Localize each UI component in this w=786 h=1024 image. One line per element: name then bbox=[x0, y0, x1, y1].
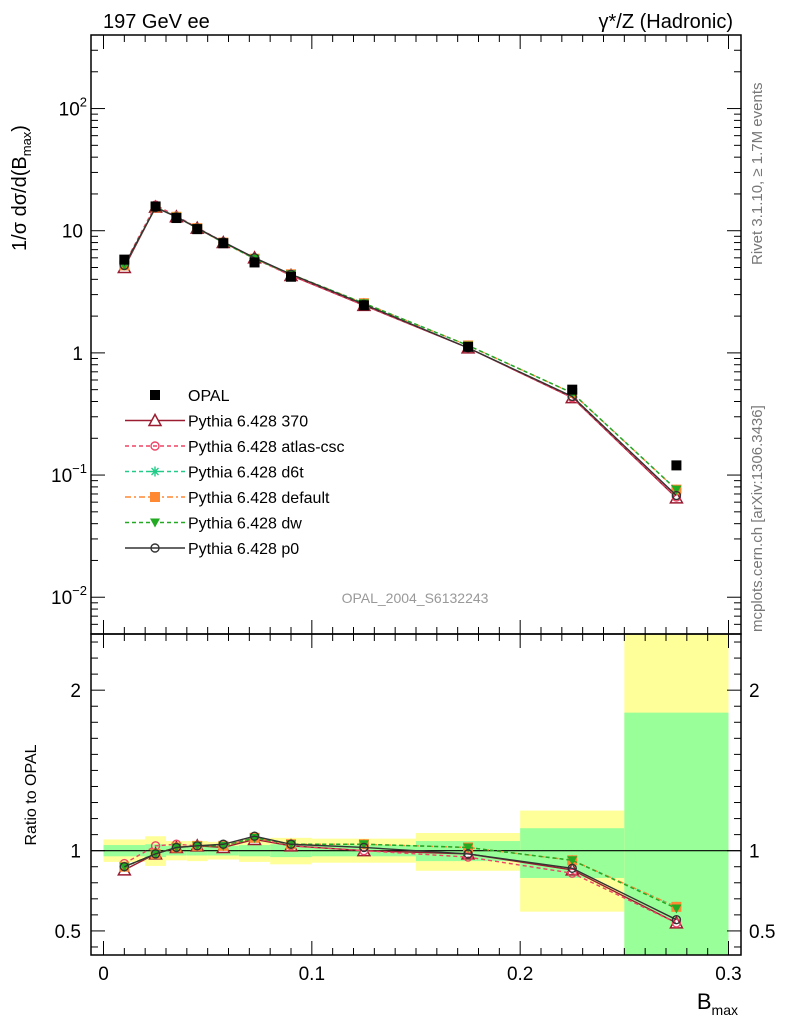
ratio-point bbox=[359, 842, 369, 853]
legend: OPAL Pythia 6.428 370 Pythia 6.428 atlas-c… bbox=[125, 388, 345, 558]
ratio-y-tick-label-right: 1 bbox=[749, 842, 760, 863]
data-point bbox=[218, 238, 229, 249]
ratio-point bbox=[286, 839, 296, 849]
ratio-point bbox=[218, 839, 228, 849]
ratio-point bbox=[192, 841, 202, 851]
ratio-y-tick-label: 0.5 bbox=[55, 922, 81, 943]
ratio-y-tick-label-right: 2 bbox=[749, 681, 760, 702]
legend-entry: Pythia 6.428 atlas-csc bbox=[125, 439, 345, 456]
x-tick-label: 0.3 bbox=[715, 964, 741, 985]
legend-label: Pythia 6.428 370 bbox=[188, 414, 308, 431]
y-tick-label: 102 bbox=[59, 95, 87, 121]
data-point bbox=[171, 213, 182, 224]
main-y-axis-label: 1/σ dσ/d(Bmax) bbox=[9, 125, 34, 251]
series-pythia-6-428-370 bbox=[117, 199, 684, 504]
ratio-y-tick-label: 1 bbox=[70, 842, 81, 863]
ratio-point bbox=[249, 831, 260, 841]
ratio-point bbox=[671, 918, 682, 928]
legend-entry: OPAL bbox=[150, 388, 230, 405]
ratio-content bbox=[91, 831, 741, 929]
ratio-point bbox=[358, 840, 369, 850]
analysis-watermark: OPAL_2004_S6132243 bbox=[342, 590, 489, 606]
ratio-point bbox=[171, 842, 182, 853]
x-tick-label: 0 bbox=[98, 964, 109, 985]
legend-marker bbox=[147, 412, 163, 427]
process-label: γ*/Z (Hadronic) bbox=[599, 11, 733, 33]
legend-entry: Pythia 6.428 d6t bbox=[125, 465, 304, 482]
data-point bbox=[567, 384, 578, 395]
legend-entry: Pythia 6.428 default bbox=[125, 490, 330, 507]
axes: 10−2 10−1 1 10 102 0 0.1 0.2 0.3 0.5 0.5 1 1 2 2 bbox=[51, 34, 775, 985]
y-tick-label: 10−1 bbox=[51, 461, 87, 487]
x-tick-label: 0.2 bbox=[507, 964, 533, 985]
series-point bbox=[671, 490, 682, 501]
ratio-point bbox=[671, 914, 682, 925]
ratio-line bbox=[124, 835, 677, 921]
ratio-line bbox=[124, 837, 677, 908]
data-point bbox=[150, 201, 161, 212]
legend-label: Pythia 6.428 default bbox=[188, 490, 330, 507]
ratio-y-axis-label: Ratio to OPAL bbox=[23, 744, 40, 845]
legend-marker bbox=[150, 543, 160, 553]
ratio-y-tick-label: 2 bbox=[70, 681, 81, 702]
legend-marker bbox=[150, 492, 160, 502]
legend-label: Pythia 6.428 p0 bbox=[188, 541, 299, 558]
legend-marker bbox=[150, 466, 160, 477]
legend-label: Pythia 6.428 atlas-csc bbox=[188, 439, 345, 456]
legend-marker bbox=[150, 441, 160, 451]
y-tick-label: 10 bbox=[62, 222, 83, 243]
x-tick-label: 0.1 bbox=[299, 964, 325, 985]
legend-entry: Pythia 6.428 p0 bbox=[125, 541, 299, 558]
ratio-y-tick-label-right: 0.5 bbox=[749, 922, 775, 943]
legend-marker bbox=[150, 518, 160, 528]
legend-entry: Pythia 6.428 370 bbox=[125, 412, 308, 431]
legend-label: Pythia 6.428 dw bbox=[188, 516, 302, 533]
series-pythia-6-428-atlas-csc bbox=[119, 200, 682, 502]
series-point bbox=[671, 485, 682, 495]
rivet-label: Rivet 3.1.10, ≥ 1.7M events bbox=[749, 83, 766, 266]
ratio-point bbox=[119, 862, 130, 872]
mcplots-label: mcplots.cern.ch [arXiv:1306.3436] bbox=[749, 405, 766, 632]
data-point bbox=[671, 460, 682, 471]
ratio-uncertainty-bands bbox=[103, 634, 729, 955]
data-point bbox=[286, 271, 296, 282]
data-point bbox=[358, 300, 369, 311]
data-point bbox=[463, 341, 474, 352]
data-point bbox=[119, 254, 130, 265]
y-tick-label: 10−2 bbox=[51, 583, 87, 609]
legend-entry: Pythia 6.428 dw bbox=[125, 516, 302, 533]
data-point bbox=[192, 224, 203, 235]
ratio-point bbox=[463, 852, 473, 862]
ratio-point bbox=[150, 849, 161, 859]
ratio-point bbox=[567, 863, 577, 874]
stat-uncertainty-band bbox=[624, 712, 729, 955]
ratio-point bbox=[567, 856, 578, 866]
ratio-series-pythia-6-428-p0 bbox=[119, 831, 682, 925]
ratio-point bbox=[463, 843, 474, 853]
ratio-point bbox=[671, 904, 682, 914]
y-tick-label: 1 bbox=[72, 344, 83, 365]
data-point bbox=[249, 257, 260, 268]
legend-marker bbox=[150, 390, 160, 400]
x-axis-label: Bmax bbox=[697, 989, 738, 1018]
ratio-point bbox=[567, 868, 577, 878]
main-content bbox=[117, 199, 684, 504]
series-opal bbox=[119, 201, 682, 471]
energy-label: 197 GeV ee bbox=[103, 11, 210, 33]
legend-label: OPAL bbox=[188, 388, 230, 405]
ratio-point bbox=[463, 849, 473, 859]
legend-label: Pythia 6.428 d6t bbox=[188, 465, 304, 482]
